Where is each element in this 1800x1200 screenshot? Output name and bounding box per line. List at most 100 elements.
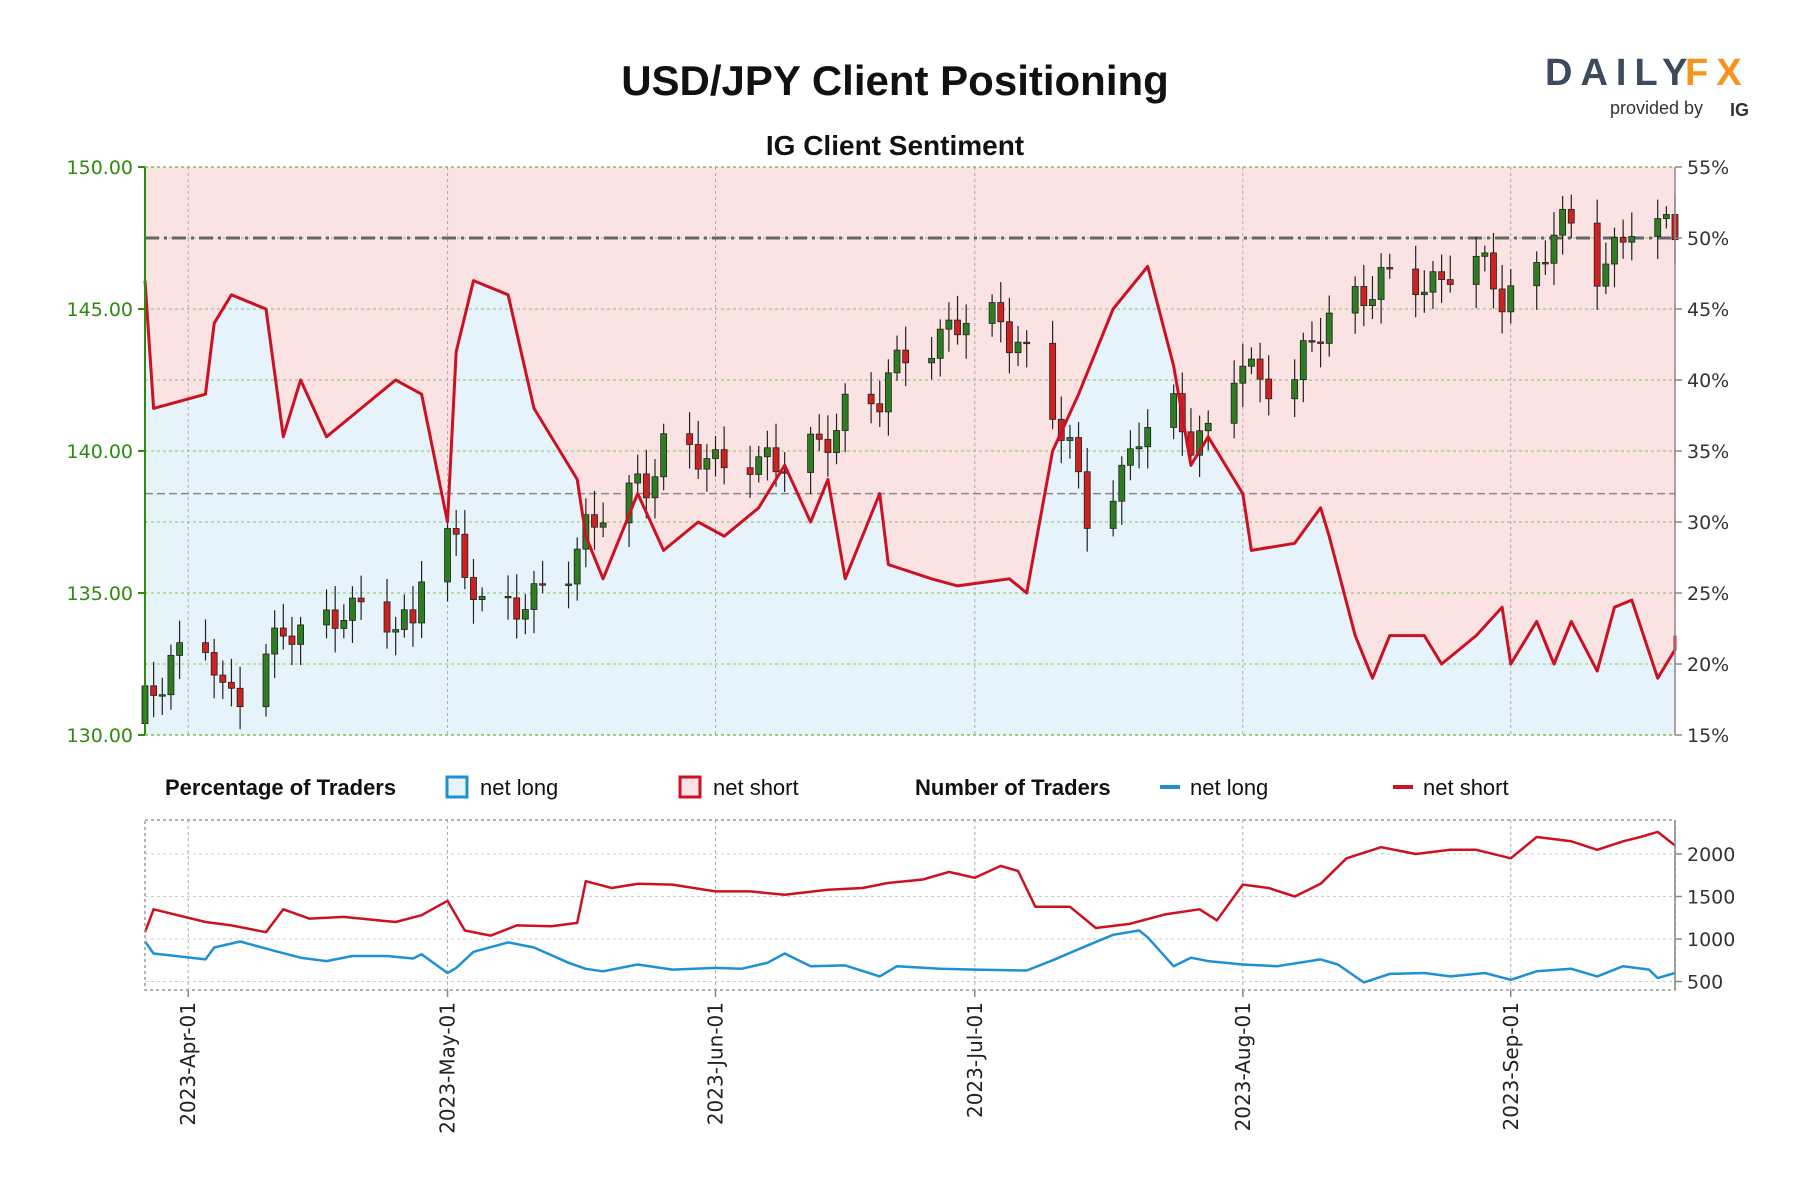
legend-pct-long-swatch <box>445 775 469 799</box>
price-candle <box>219 660 227 699</box>
candle-body <box>712 449 719 459</box>
price-candle <box>202 619 209 661</box>
price-candle <box>236 666 244 730</box>
price-candle <box>755 445 763 483</box>
candle-body <box>150 685 158 696</box>
price-candle <box>954 295 961 345</box>
candle-body <box>219 674 227 683</box>
candle-body <box>867 393 875 405</box>
price-candle <box>1014 326 1022 367</box>
price-candle <box>1360 264 1368 327</box>
price-candle <box>1006 297 1013 374</box>
price-candle <box>158 677 166 715</box>
price-candle <box>1248 347 1255 375</box>
price-candle <box>1490 232 1497 309</box>
price-candle <box>703 444 711 492</box>
candle-body <box>1299 340 1307 381</box>
price-candle <box>1127 430 1134 481</box>
legend-pct-long-label: net long <box>480 775 558 800</box>
candle-body <box>884 372 892 413</box>
price-candle <box>470 559 477 624</box>
candle-body <box>703 458 711 470</box>
price-candle <box>1325 295 1333 357</box>
left-axis-ticks: 130.00 135.00 140.00 145.00 150.00 <box>67 157 145 747</box>
candle-body <box>1360 286 1368 306</box>
candle-body <box>349 597 356 621</box>
candle-body <box>651 476 659 499</box>
traders-tick-label: 2000 <box>1687 844 1735 866</box>
price-candle <box>1662 206 1670 229</box>
candle-body <box>1265 378 1273 400</box>
left-tick-label: 150.00 <box>67 157 133 179</box>
price-candle <box>962 304 970 359</box>
price-candle <box>228 658 235 707</box>
price-candle <box>271 610 279 679</box>
candle-body <box>928 357 936 364</box>
candle-body <box>409 609 417 624</box>
price-candle <box>279 603 287 650</box>
candle-body <box>1472 255 1480 285</box>
price-candle <box>357 575 365 620</box>
candle-body <box>642 473 650 499</box>
candle-body <box>954 319 961 336</box>
candle-body <box>1075 437 1082 473</box>
candle-body <box>1369 299 1376 306</box>
candle-body <box>772 447 780 473</box>
right-tick-label: 20% <box>1687 654 1729 676</box>
price-candle <box>1472 236 1480 309</box>
price-candle <box>573 537 581 601</box>
price-candle <box>902 326 910 387</box>
price-candle <box>1611 227 1618 288</box>
price-candle <box>815 414 823 451</box>
price-candle <box>1308 321 1316 352</box>
price-candle <box>694 421 702 479</box>
candle-body <box>660 433 668 478</box>
candle-body <box>1351 286 1359 314</box>
price-candle <box>418 560 426 639</box>
candle-body <box>1490 252 1497 290</box>
net-short-count-line <box>143 830 1676 937</box>
price-candle <box>521 594 529 635</box>
price-candle <box>1351 276 1359 334</box>
price-candle <box>1135 422 1143 469</box>
traders-panel: 500 1000 1500 2000 <box>143 819 1735 994</box>
price-candle <box>1498 264 1506 334</box>
candle-body <box>228 681 235 689</box>
legend-num-long-label: net long <box>1190 775 1268 800</box>
date-tick-label: 2023-Jun-01 <box>704 1002 728 1125</box>
price-candle <box>513 574 521 639</box>
candle-body <box>158 694 166 697</box>
legend-num-short-label: net short <box>1423 775 1509 800</box>
candle-body <box>478 595 486 600</box>
price-candle <box>772 423 780 487</box>
main-panel: 130.00 135.00 140.00 145.00 150.00 15% 20% 25%… <box>67 157 1730 747</box>
candle-body <box>1325 312 1333 344</box>
date-tick-label: 2023-Aug-01 <box>1231 1002 1255 1131</box>
candle-body <box>1446 279 1454 285</box>
candle-body <box>694 444 702 470</box>
candle-body <box>1014 341 1022 354</box>
candle-body <box>271 627 279 655</box>
price-candle <box>988 294 996 337</box>
candle-body <box>1498 288 1506 313</box>
left-tick-label: 145.00 <box>67 299 133 321</box>
left-tick-label: 140.00 <box>67 441 133 463</box>
right-tick-label: 45% <box>1687 299 1729 321</box>
candle-body <box>720 449 728 469</box>
price-candle <box>1083 448 1091 552</box>
price-candle <box>1420 270 1428 313</box>
price-candle <box>1386 253 1394 279</box>
candle-body <box>565 583 572 586</box>
legend-pct-short-swatch <box>678 775 702 799</box>
price-candle <box>340 604 348 639</box>
price-candle <box>1567 194 1575 239</box>
price-candle <box>1204 410 1212 451</box>
price-candle <box>504 575 512 620</box>
candle-body <box>902 349 910 364</box>
candle-body <box>997 302 1005 323</box>
price-candle <box>1023 330 1031 368</box>
candle-body <box>1109 500 1117 529</box>
price-candle <box>945 302 953 352</box>
date-tick-label: 2023-May-01 <box>436 1002 460 1134</box>
candle-body <box>1049 342 1057 420</box>
